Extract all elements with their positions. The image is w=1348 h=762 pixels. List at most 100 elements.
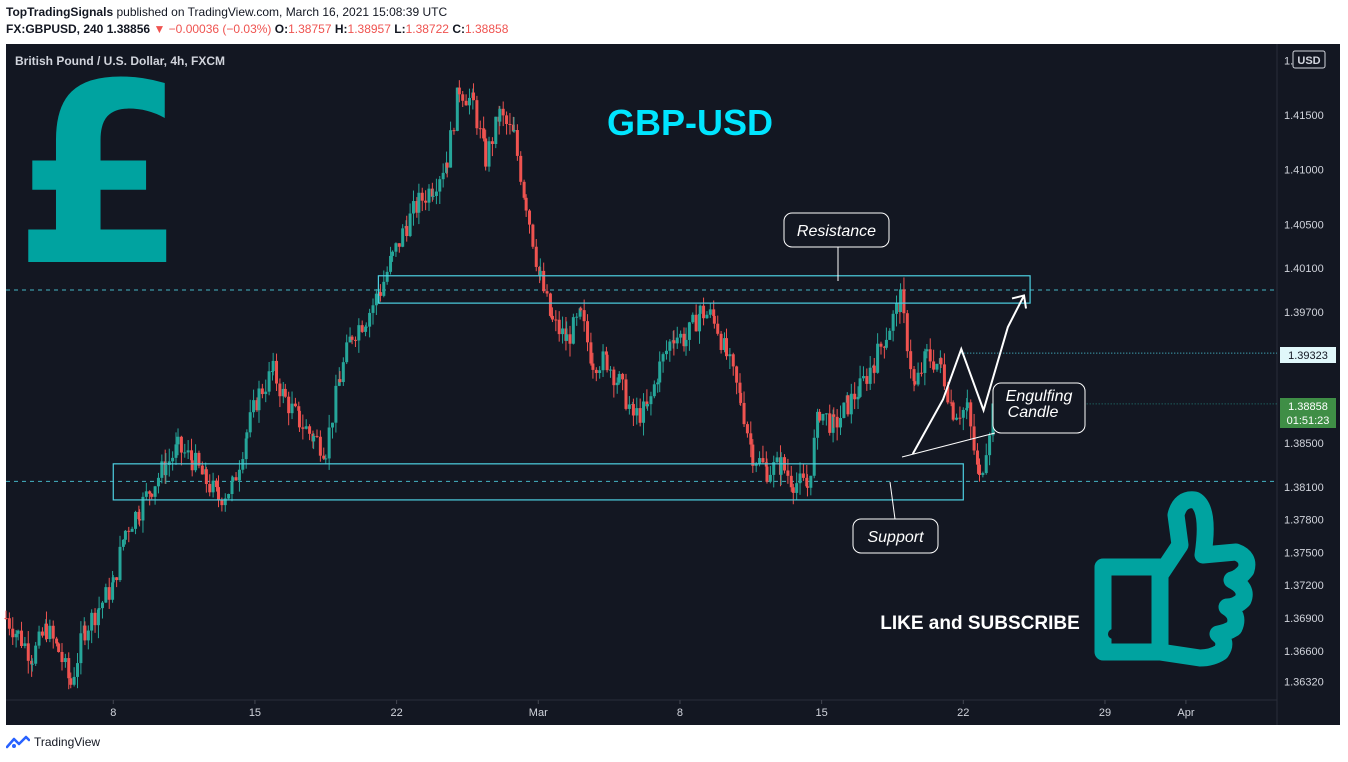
candle-body	[691, 314, 695, 323]
candle-body	[842, 402, 846, 419]
candle-body	[455, 87, 459, 131]
candle-body	[214, 480, 218, 488]
candle-body	[457, 87, 461, 95]
candle-body	[888, 330, 892, 340]
candle-body	[490, 141, 494, 144]
candle-body	[951, 402, 955, 420]
footer-brand[interactable]: TradingView	[34, 735, 101, 749]
marked-level-value: 1.39323	[1288, 350, 1328, 362]
candle-body	[322, 455, 326, 459]
close-value: 1.38858	[464, 22, 509, 36]
candle-body	[538, 270, 542, 276]
candle-body	[487, 141, 491, 167]
candle-body	[445, 162, 449, 168]
resistance-zone	[377, 275, 1031, 304]
candle-body	[283, 388, 287, 397]
candle-body	[923, 351, 927, 373]
candle-body	[420, 192, 424, 201]
candle-body	[37, 631, 41, 646]
currency-badge[interactable]	[1292, 50, 1326, 69]
candle-body	[327, 427, 331, 459]
high-label: H:	[334, 22, 348, 36]
resistance-callout-box	[783, 212, 890, 248]
candle-body	[598, 370, 602, 374]
candle-body	[482, 128, 486, 139]
candle-body	[11, 628, 15, 638]
candle-body	[798, 473, 802, 484]
footer: TradingView	[6, 735, 100, 749]
candle-body	[430, 188, 434, 197]
high-value: 1.38957	[347, 22, 391, 36]
candle-body	[76, 663, 80, 677]
candle-body	[107, 587, 111, 600]
price-axis[interactable]	[1277, 44, 1340, 725]
candle-body	[872, 365, 876, 373]
open-label: O:	[274, 22, 289, 36]
candle-body	[449, 130, 453, 168]
candle-body	[946, 386, 950, 403]
candle-body	[405, 226, 409, 237]
thumbs-up-icon	[1094, 491, 1256, 667]
candle-body	[668, 341, 672, 351]
candle-body	[925, 349, 929, 352]
candle-body	[919, 372, 923, 374]
plot-area[interactable]	[6, 44, 1277, 725]
candle-body	[508, 124, 512, 126]
candle-body	[805, 486, 809, 488]
candle-body	[791, 487, 795, 493]
candle-body	[758, 458, 762, 464]
candle-body	[942, 364, 946, 387]
cta-text: LIKE and SUBSCRIBE	[880, 613, 1080, 634]
candle-body	[801, 473, 805, 478]
candle-body	[554, 319, 558, 321]
svg-text:£: £	[13, 30, 187, 321]
candle-body	[137, 511, 141, 520]
tradingview-logo-icon[interactable]	[6, 735, 30, 749]
candle-body	[812, 437, 816, 476]
low-label: L:	[394, 22, 406, 36]
candle-body	[531, 224, 535, 247]
candle-body	[716, 323, 720, 334]
candle-body	[725, 338, 729, 357]
support-callout-box	[852, 518, 939, 554]
candle-body	[83, 625, 87, 641]
candle-body	[252, 400, 256, 413]
candle-body	[48, 625, 52, 640]
candle-body	[969, 402, 973, 427]
candle-body	[605, 354, 609, 371]
candle-body	[417, 192, 421, 213]
support-zone	[112, 463, 964, 501]
x-tick-label: 22	[957, 707, 969, 719]
candle-body	[200, 465, 204, 475]
candle-body	[337, 379, 341, 386]
candle-body	[231, 477, 235, 482]
low-value: 1.38722	[405, 22, 449, 36]
current-price-tag	[1280, 398, 1336, 428]
candle-body	[364, 326, 368, 332]
candle-body	[761, 458, 765, 463]
candle-body	[698, 313, 702, 332]
candle-body	[984, 455, 988, 474]
support-callout-label: Support	[867, 529, 924, 546]
candle-body	[832, 414, 836, 417]
time-axis[interactable]	[6, 700, 1277, 725]
candle-body	[928, 349, 932, 362]
author-name[interactable]: TopTradingSignals	[6, 5, 114, 19]
candle-body	[179, 436, 183, 453]
candle-body	[642, 401, 646, 423]
candle-body	[441, 172, 445, 180]
candle-body	[96, 609, 100, 626]
candle-body	[23, 643, 27, 646]
change-value: −0.00036 (−0.03%)	[168, 22, 272, 36]
candle-body	[324, 458, 328, 460]
candle-body	[805, 477, 809, 487]
candle-body	[397, 243, 401, 247]
candle-body	[882, 346, 886, 348]
candle-body	[211, 480, 215, 493]
candle-body	[876, 343, 880, 373]
candle-body	[338, 379, 342, 383]
candle-body	[197, 452, 201, 466]
candle-body	[308, 426, 312, 434]
candle-body	[364, 326, 368, 328]
